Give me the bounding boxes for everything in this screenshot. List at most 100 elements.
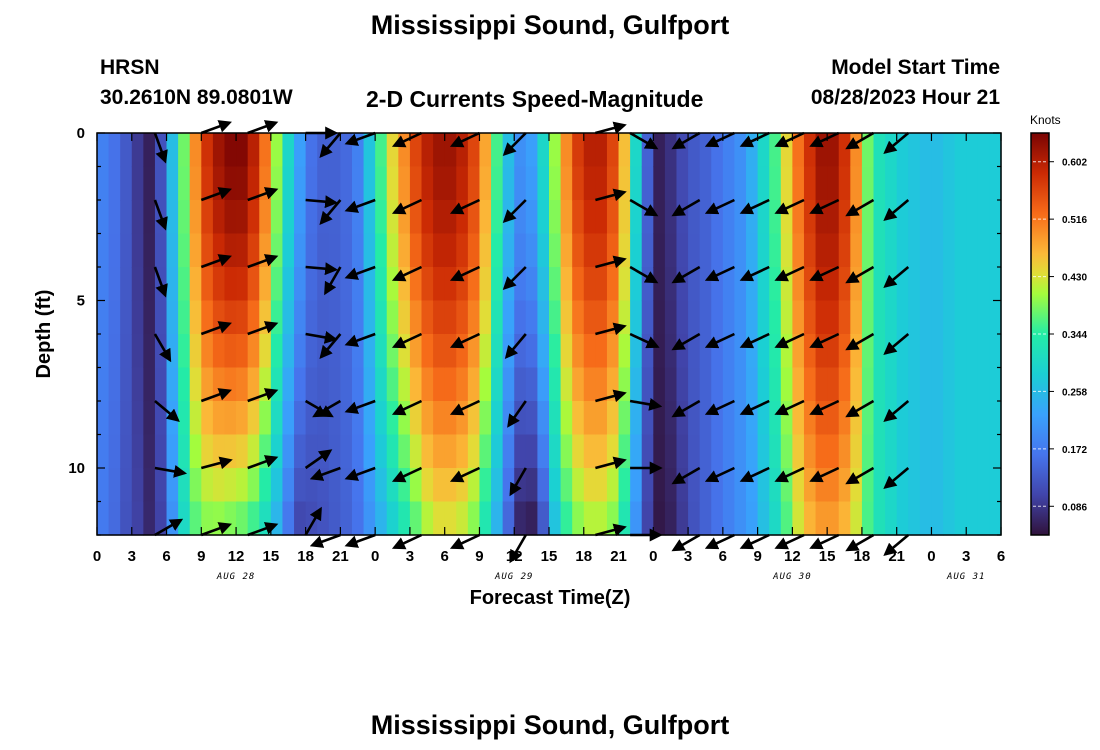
station-location: 30.2610N 89.0801W xyxy=(100,86,293,109)
heatmap-cell xyxy=(537,468,550,503)
heatmap-cell xyxy=(908,200,921,235)
heatmap-cell xyxy=(792,468,805,503)
heatmap-cell xyxy=(456,367,469,402)
heatmap-cell xyxy=(630,434,643,469)
heatmap-cell xyxy=(491,468,504,503)
x-tick-label: 3 xyxy=(962,548,970,565)
heatmap-cell xyxy=(966,367,979,402)
heatmap-cell xyxy=(583,166,596,201)
heatmap-cell xyxy=(340,267,353,302)
heatmap-cell xyxy=(166,166,179,201)
heatmap-cell xyxy=(143,367,156,402)
heatmap-cell xyxy=(549,166,562,201)
heatmap-cell xyxy=(525,133,539,168)
heatmap-cell xyxy=(549,434,562,469)
heatmap-cell xyxy=(769,434,782,469)
heatmap-cell xyxy=(294,166,307,201)
heatmap-cell xyxy=(630,233,643,268)
heatmap-cell xyxy=(143,434,156,469)
heatmap-cell xyxy=(757,133,770,168)
heatmap-cell xyxy=(375,501,388,536)
current-vector xyxy=(247,522,279,537)
heatmap-cell xyxy=(931,434,944,469)
heatmap-cell xyxy=(792,367,805,402)
heatmap-cell xyxy=(838,434,851,469)
heatmap-cell xyxy=(363,334,376,369)
heatmap-cell xyxy=(676,200,689,235)
current-vector xyxy=(344,533,376,548)
heatmap-cell xyxy=(108,300,121,335)
heatmap-cell xyxy=(989,401,1002,436)
current-vector xyxy=(845,466,875,485)
heatmap-cell xyxy=(317,166,330,201)
heatmap-cell xyxy=(189,501,202,536)
heatmap-cell xyxy=(618,233,631,268)
heatmap-cell xyxy=(479,166,492,201)
heatmap-cell xyxy=(815,233,828,268)
heatmap-cell xyxy=(351,300,365,335)
heatmap-cell xyxy=(734,367,747,402)
heatmap-cell xyxy=(514,367,527,402)
heatmap-cell xyxy=(375,367,388,402)
heatmap-cell xyxy=(340,434,353,469)
current-vector xyxy=(344,332,376,347)
heatmap-cell xyxy=(954,267,967,302)
heatmap-cell xyxy=(722,133,736,168)
current-vector xyxy=(391,131,423,148)
heatmap-cell xyxy=(943,367,956,402)
heatmap-cell xyxy=(583,401,596,436)
heatmap-cell xyxy=(224,233,237,268)
heatmap-cell xyxy=(572,367,585,402)
heatmap-cell xyxy=(861,468,875,503)
date-label: AUG 30 xyxy=(772,572,812,582)
heatmap-cell xyxy=(421,166,434,201)
heatmap-cell xyxy=(572,300,585,335)
heatmap-cell xyxy=(699,133,712,168)
current-vector xyxy=(305,195,339,209)
heatmap-cell xyxy=(143,300,156,335)
heatmap-cell xyxy=(931,300,944,335)
heatmap-cell xyxy=(444,501,457,536)
heatmap-cell xyxy=(467,300,481,335)
heatmap-cell xyxy=(421,367,434,402)
current-vector xyxy=(704,131,735,148)
current-vector xyxy=(154,464,188,478)
current-vector xyxy=(883,132,910,154)
heatmap-cell xyxy=(699,434,712,469)
heatmap-cell xyxy=(699,501,712,536)
heatmap-cell xyxy=(270,401,284,436)
heatmap-cell xyxy=(780,166,793,201)
heatmap-cell xyxy=(549,468,562,503)
x-tick-label: 21 xyxy=(888,548,905,565)
heatmap-cell xyxy=(618,133,631,168)
heatmap-cell xyxy=(931,233,944,268)
current-vector xyxy=(774,198,805,215)
heatmap-cell xyxy=(491,501,504,536)
current-vectors xyxy=(153,120,910,564)
heatmap-cell xyxy=(722,200,736,235)
heatmap-cell xyxy=(386,233,399,268)
heatmap-cell xyxy=(769,401,782,436)
heatmap-cell xyxy=(977,233,991,268)
heatmap-cell xyxy=(282,367,295,402)
heatmap-cell xyxy=(931,334,944,369)
heatmap-cell xyxy=(270,468,284,503)
heatmap-cell xyxy=(954,434,967,469)
heatmap-cell xyxy=(421,434,434,469)
heatmap-cell xyxy=(688,200,701,235)
heatmap-cell xyxy=(989,166,1002,201)
heatmap-cell xyxy=(201,434,214,469)
heatmap-cell xyxy=(838,334,851,369)
heatmap-cell xyxy=(433,200,446,235)
heatmap-cell xyxy=(977,300,991,335)
heatmap-cell xyxy=(688,267,701,302)
heatmap-cell xyxy=(630,267,643,302)
heatmap-cell xyxy=(375,267,388,302)
heatmap-cell xyxy=(919,300,933,335)
heatmap-cell xyxy=(919,133,933,168)
heatmap-cell xyxy=(375,401,388,436)
heatmap-cell xyxy=(827,367,840,402)
heatmap-cell xyxy=(386,468,399,503)
heatmap-cell xyxy=(583,434,596,469)
heatmap-cell xyxy=(977,468,991,503)
